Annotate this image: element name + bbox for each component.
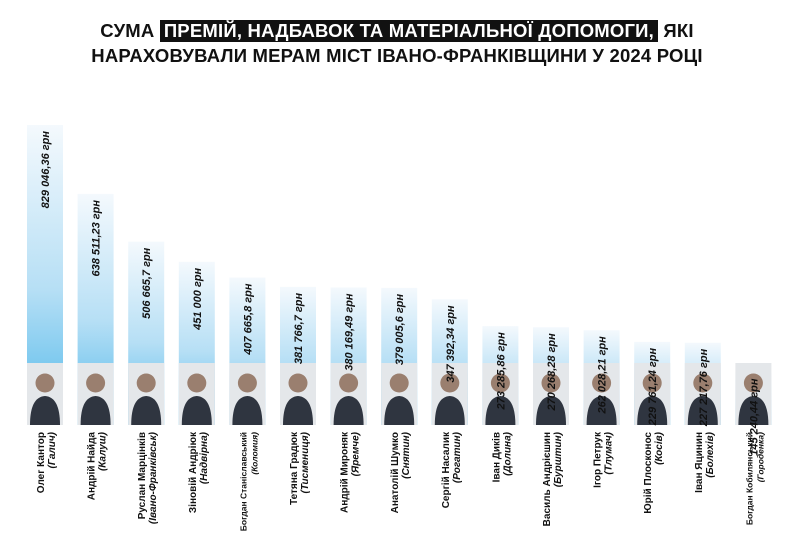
name-label: Сергій Насалик xyxy=(441,431,452,508)
name-label: Руслан Марцінків xyxy=(137,432,148,519)
name-label: Василь Андрієшин xyxy=(542,432,553,526)
name-label: Зіновій Андріюк xyxy=(188,431,199,513)
portrait-head xyxy=(389,373,409,393)
title-part-1: СУМА xyxy=(100,20,155,41)
city-label: (Надвірна) xyxy=(199,431,210,484)
city-label: (Яремче) xyxy=(351,431,362,476)
portrait-shoulders xyxy=(181,396,212,425)
portrait-head xyxy=(187,373,207,393)
portrait-shoulders xyxy=(232,396,263,425)
portrait-shoulders xyxy=(384,396,415,425)
name-label: Іван Яцинин xyxy=(694,432,705,493)
value-label: 145 240,44 грн xyxy=(748,378,760,456)
portrait-head xyxy=(642,373,662,393)
portrait-head xyxy=(743,373,763,393)
chart-title: СУМА ПРЕМІЙ, НАДБАВОК ТА МАТЕРІАЛЬНОЇ ДО… xyxy=(0,18,794,68)
bar-group: 227 217,76 грн Іван Яцинин (Болехів) xyxy=(684,342,721,493)
bar-group: 380 169,49 грн Андрій Мироняк (Яремче) xyxy=(330,287,367,513)
name-label: Тетяна Градюк xyxy=(289,431,300,505)
city-label: (Івано-Франківськ) xyxy=(148,431,159,524)
name-label: Андрій Мироняк xyxy=(340,431,351,513)
city-label: (Галич) xyxy=(47,431,58,468)
bar-group: 379 005,6 грн Анатолій Шумко (Снятин) xyxy=(381,287,418,513)
name-label: Ігор Петрук xyxy=(593,431,604,488)
city-label: (Косів) xyxy=(654,431,665,465)
bar-group: 347 392,34 грн Сергій Насалик (Рогатин) xyxy=(431,299,468,508)
title-line-1: СУМА ПРЕМІЙ, НАДБАВОК ТА МАТЕРІАЛЬНОЇ ДО… xyxy=(0,18,794,43)
portrait-head xyxy=(288,373,308,393)
portrait-head xyxy=(490,373,510,393)
city-label: (Калуш) xyxy=(98,431,109,471)
portrait-shoulders xyxy=(283,396,313,425)
bar-group: 262 028,21 грн Ігор Петрук (Тлумач) xyxy=(583,330,620,488)
portrait-head xyxy=(339,373,359,393)
bar-group: 381 766,7 грн Тетяна Градюк (Тисмениця) xyxy=(280,286,316,505)
name-label: Олег Кантор xyxy=(36,432,47,493)
portrait-shoulders xyxy=(536,396,566,425)
value-label: 262 028,21 грн xyxy=(597,336,609,415)
portrait-shoulders xyxy=(637,396,668,425)
city-label: (Снятин) xyxy=(401,431,412,479)
value-label: 380 169,49 грн xyxy=(344,293,356,371)
value-label: 451 000 грн xyxy=(192,267,204,330)
name-label: Іван Диків xyxy=(491,432,502,482)
bar-group: 638 511,23 грн Андрій Найда (Калуш) xyxy=(77,193,114,501)
city-label: (Коломия) xyxy=(249,432,259,475)
bar-group: 829 046,36 грн Олег Кантор (Галич) xyxy=(27,125,63,493)
value-label: 829 046,36 грн xyxy=(40,131,52,209)
portrait-head xyxy=(35,373,55,393)
portrait-head xyxy=(592,373,612,393)
value-label: 506 665,7 грн xyxy=(141,247,153,319)
portrait-shoulders xyxy=(586,396,617,425)
city-label: (Тлумач) xyxy=(604,431,615,474)
name-label: Богдан Станіславський xyxy=(238,432,248,531)
portrait-shoulders xyxy=(80,396,111,425)
portrait-shoulders xyxy=(30,396,60,425)
name-label: Анатолій Шумко xyxy=(390,432,401,513)
value-label: 347 392,34 грн xyxy=(445,305,457,383)
bar-group: 506 665,7 грн Руслан Марцінків (Івано-Фран… xyxy=(128,241,165,524)
city-label: (Долина) xyxy=(502,431,513,476)
portrait-head xyxy=(541,373,561,393)
portrait-head xyxy=(693,373,713,393)
name-label: Богдан Кобилянський xyxy=(744,432,754,525)
value-label: 407 665,8 грн xyxy=(242,283,254,356)
bar-group: 273 285,86 грн Іван Диків (Долина) xyxy=(482,326,519,482)
portrait-shoulders xyxy=(434,396,465,425)
portrait-head xyxy=(237,373,257,393)
bar-group: 407 665,8 грн Богдан Станіславський (Колом… xyxy=(229,277,266,531)
title-highlight: ПРЕМІЙ, НАДБАВОК ТА МАТЕРІАЛЬНОЇ ДОПОМОГ… xyxy=(159,20,659,42)
value-label: 379 005,6 грн xyxy=(394,294,406,366)
value-label: 229 761,24 грн xyxy=(647,348,659,427)
value-label: 638 511,23 грн xyxy=(91,200,103,277)
value-label: 270 268,28 грн xyxy=(546,333,558,412)
value-label: 381 766,7 грн xyxy=(293,293,305,365)
portrait-head xyxy=(440,373,460,393)
name-label: Андрій Найда xyxy=(87,432,98,501)
city-label: (Рогатин) xyxy=(452,431,463,483)
portrait-shoulders xyxy=(738,396,769,425)
name-label: Юрій Плосконос xyxy=(643,432,654,514)
title-line-2: НАРАХОВУВАЛИ МЕРАМ МІСТ ІВАНО-ФРАНКІВЩИН… xyxy=(91,45,703,66)
portrait-head xyxy=(136,373,156,393)
portrait-shoulders xyxy=(687,396,718,425)
value-label: 227 217,76 грн xyxy=(698,348,710,427)
bar-group: 229 761,24 грн Юрій Плосконос (Косів) xyxy=(634,341,671,514)
city-label: (Тисмениця) xyxy=(300,431,311,493)
portrait-shoulders xyxy=(131,396,162,425)
portrait-head xyxy=(86,373,106,393)
title-part-2: ЯКІ xyxy=(663,20,694,41)
city-label: (Болехів) xyxy=(705,431,716,477)
portrait-shoulders xyxy=(333,396,364,425)
bar-group: 270 268,28 грн Василь Андрієшин (Бурштин) xyxy=(533,327,569,526)
value-label: 273 285,86 грн xyxy=(495,332,507,411)
bar-group: 451 000 грн Зіновій Андріюк (Надвірна) xyxy=(178,261,215,513)
city-label: (Бурштин) xyxy=(553,431,564,487)
portrait-shoulders xyxy=(485,396,516,425)
city-label: (Городенка) xyxy=(755,432,765,482)
